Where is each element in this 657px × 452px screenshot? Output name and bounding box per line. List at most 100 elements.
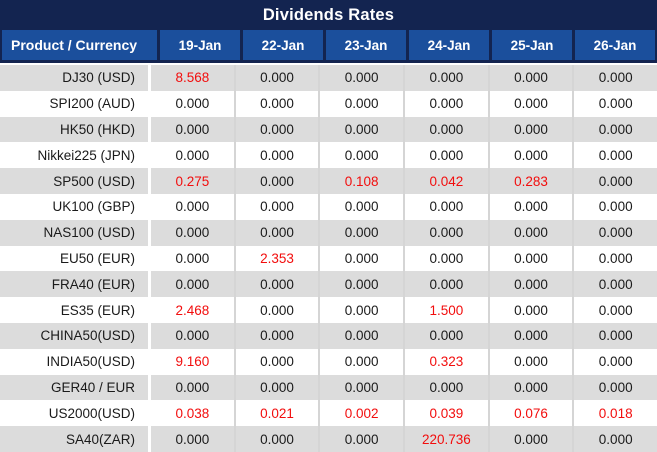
dividend-value: 0.000 (405, 271, 490, 298)
dividend-value: 0.000 (320, 193, 406, 220)
table-row: INDIA50(USD) 9.160 0.000 0.000 0.323 0.000 0.0… (0, 348, 657, 375)
dividend-value: 0.000 (598, 302, 633, 318)
dividend-value: 0.000 (598, 199, 633, 215)
dividend-value: 0.000 (236, 322, 321, 349)
table-row: SPI200 (AUD) 0.000 0.000 0.000 0.000 0.000 0.0… (0, 90, 657, 117)
page-title: Dividends Rates (262, 5, 395, 24)
row-label: NAS100 (USD) (0, 219, 151, 246)
table-row: SP500 (USD) 0.275 0.000 0.108 0.042 0.283 0.00… (0, 168, 657, 194)
dividend-value: 0.000 (236, 193, 321, 220)
dividend-value: 0.000 (236, 65, 321, 91)
dividend-value: 0.000 (490, 65, 575, 91)
dividend-value: 0.000 (236, 116, 321, 143)
dividend-value: 0.000 (598, 354, 633, 370)
dividend-value: 0.108 (320, 168, 406, 194)
dividend-value: 0.000 (236, 90, 321, 117)
dividend-value: 1.500 (405, 297, 490, 323)
dividend-value: 0.000 (151, 245, 236, 272)
row-label: INDIA50(USD) (0, 348, 151, 375)
header-row: Product / Currency 19-Jan 22-Jan 23-Jan 24-… (0, 30, 657, 63)
dividend-value: 0.000 (236, 348, 321, 375)
column-header-date: 24-Jan (409, 30, 489, 60)
dividend-value: 0.000 (151, 116, 236, 143)
column-header-date: 25-Jan (492, 30, 572, 60)
dividend-value: 0.000 (490, 297, 575, 323)
dividend-value: 0.000 (320, 245, 406, 272)
dividend-value: 0.000 (236, 271, 321, 298)
dividend-value: 0.000 (490, 348, 575, 375)
dividend-value: 0.000 (598, 276, 633, 292)
dividend-value: 0.000 (320, 297, 406, 323)
dividend-value: 0.038 (151, 400, 236, 427)
dividend-value: 0.000 (320, 142, 406, 169)
table-row: EU50 (EUR) 0.000 2.353 0.000 0.000 0.000 0.000 (0, 245, 657, 272)
dividend-value: 0.000 (490, 374, 575, 401)
dividend-value: 0.000 (405, 142, 490, 169)
row-label: DJ30 (USD) (0, 65, 151, 91)
table-row: FRA40 (EUR) 0.000 0.000 0.000 0.000 0.000 0.00… (0, 271, 657, 298)
dividend-value: 0.000 (490, 116, 575, 143)
table-row: NAS100 (USD) 0.000 0.000 0.000 0.000 0.000 0.0… (0, 219, 657, 246)
dividend-value: 8.568 (151, 65, 236, 91)
table-row: GER40 / EUR 0.000 0.000 0.000 0.000 0.000 0.00… (0, 374, 657, 401)
dividend-value: 0.042 (405, 168, 490, 194)
row-label: HK50 (HKD) (0, 116, 151, 143)
dividend-value: 9.160 (151, 348, 236, 375)
row-label: US2000(USD) (0, 400, 151, 427)
dividend-value: 0.000 (598, 431, 633, 447)
dividend-value: 0.000 (598, 70, 633, 86)
row-label: GER40 / EUR (0, 374, 151, 401)
dividend-value: 0.000 (320, 271, 406, 298)
dividend-value: 220.736 (405, 426, 490, 452)
dividend-value: 0.000 (598, 379, 633, 395)
dividend-value: 0.000 (490, 90, 575, 117)
table-row: ES35 (EUR) 2.468 0.000 0.000 1.500 0.000 0.000 (0, 297, 657, 323)
dividend-value: 0.000 (151, 322, 236, 349)
dividend-value: 0.000 (151, 90, 236, 117)
dividend-value: 0.000 (598, 121, 633, 137)
dividend-value: 0.000 (236, 374, 321, 401)
dividend-value: 0.000 (405, 116, 490, 143)
table-row: Nikkei225 (JPN) 0.000 0.000 0.000 0.000 0.000… (0, 142, 657, 169)
dividend-value: 0.000 (598, 173, 633, 189)
table-row: SA40(ZAR) 0.000 0.000 0.000 220.736 0.000 0.00… (0, 426, 657, 452)
column-header-date: 22-Jan (243, 30, 323, 60)
dividend-value: 0.000 (151, 426, 236, 452)
dividend-value: 0.000 (598, 147, 633, 163)
column-header-date: 26-Jan (575, 30, 655, 60)
dividend-value: 0.000 (320, 348, 406, 375)
dividend-value: 0.000 (598, 96, 633, 112)
dividend-value: 0.000 (151, 193, 236, 220)
table-row: HK50 (HKD) 0.000 0.000 0.000 0.000 0.000 0.000 (0, 116, 657, 143)
dividend-value: 0.000 (236, 142, 321, 169)
row-label: ES35 (EUR) (0, 297, 151, 323)
dividend-value: 0.000 (236, 168, 321, 194)
dividend-value: 0.000 (320, 219, 406, 246)
row-label: SPI200 (AUD) (0, 90, 151, 117)
dividend-value: 0.000 (405, 65, 490, 91)
dividend-value: 0.000 (490, 245, 575, 272)
dividend-value: 0.002 (320, 400, 406, 427)
dividend-value: 0.000 (490, 219, 575, 246)
rates-table-body: DJ30 (USD) 8.568 0.000 0.000 0.000 0.000 0.000… (0, 63, 657, 452)
dividend-value: 0.000 (405, 322, 490, 349)
dividend-value: 0.000 (598, 225, 633, 241)
dividend-value: 0.323 (405, 348, 490, 375)
row-label: SP500 (USD) (0, 168, 151, 194)
dividend-value: 0.000 (490, 271, 575, 298)
dividend-value: 0.000 (490, 142, 575, 169)
dividend-value: 0.000 (236, 219, 321, 246)
dividend-value: 0.000 (320, 90, 406, 117)
table-row: US2000(USD) 0.038 0.021 0.002 0.039 0.076 0.01… (0, 400, 657, 427)
dividend-value: 0.039 (405, 400, 490, 427)
dividend-value: 0.000 (490, 426, 575, 452)
dividend-value: 0.000 (598, 328, 633, 344)
row-label: CHINA50(USD) (0, 322, 151, 349)
dividend-value: 0.000 (320, 426, 406, 452)
row-label: UK100 (GBP) (0, 193, 151, 220)
dividend-value: 0.000 (236, 426, 321, 452)
title-bar: Dividends Rates (0, 0, 657, 30)
dividend-value: 0.283 (490, 168, 575, 194)
dividend-value: 2.468 (151, 297, 236, 323)
dividend-value: 0.000 (151, 142, 236, 169)
